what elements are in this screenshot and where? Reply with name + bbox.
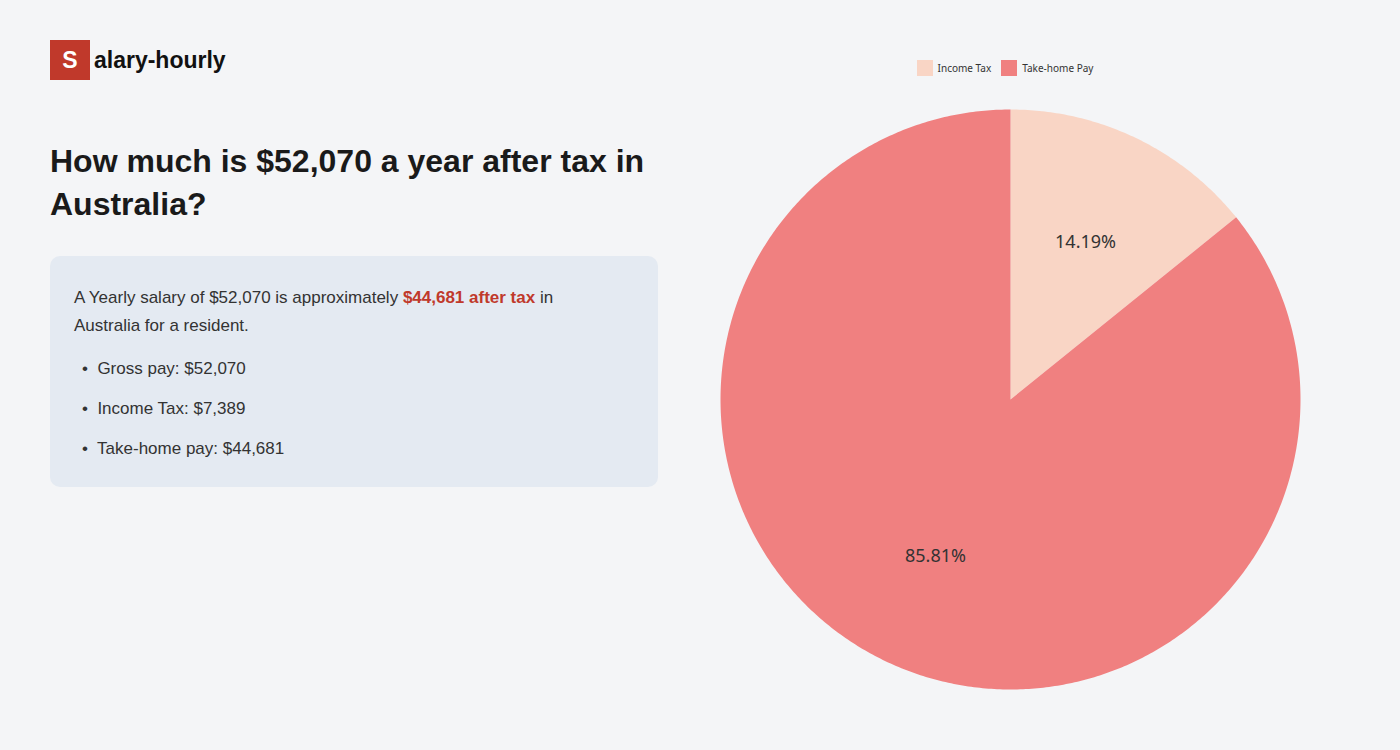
html-text:• Income Tax: $7,389: • Income Tax: $7,389 (82, 398, 246, 418)
html-text:• Take-home pay: $44,681: • Take-home pay: $44,681 (82, 438, 285, 458)
html-text:Income Tax: Income Tax (937, 60, 992, 75)
html-text:alary-hourly: alary-hourly (94, 46, 226, 73)
html-text:Take-home Pay: Take-home Pay (1022, 60, 1094, 75)
html-text:Australia for a resident.: Australia for a resident. (74, 315, 249, 335)
html-text:A Yearly salary of $52,070 is: A Yearly salary of $52,070 is approximat… (74, 288, 554, 308)
html-text:• Gross pay: $52,070: • Gross pay: $52,070 (82, 358, 246, 378)
html-text:S: S (62, 47, 78, 73)
html-text:How much is $52,070 a year aft: How much is $52,070 a year after tax in … (50, 143, 645, 223)
svg-text:85.81%: 85.81% (905, 543, 966, 567)
svg-text:14.19%: 14.19% (1055, 229, 1116, 253)
